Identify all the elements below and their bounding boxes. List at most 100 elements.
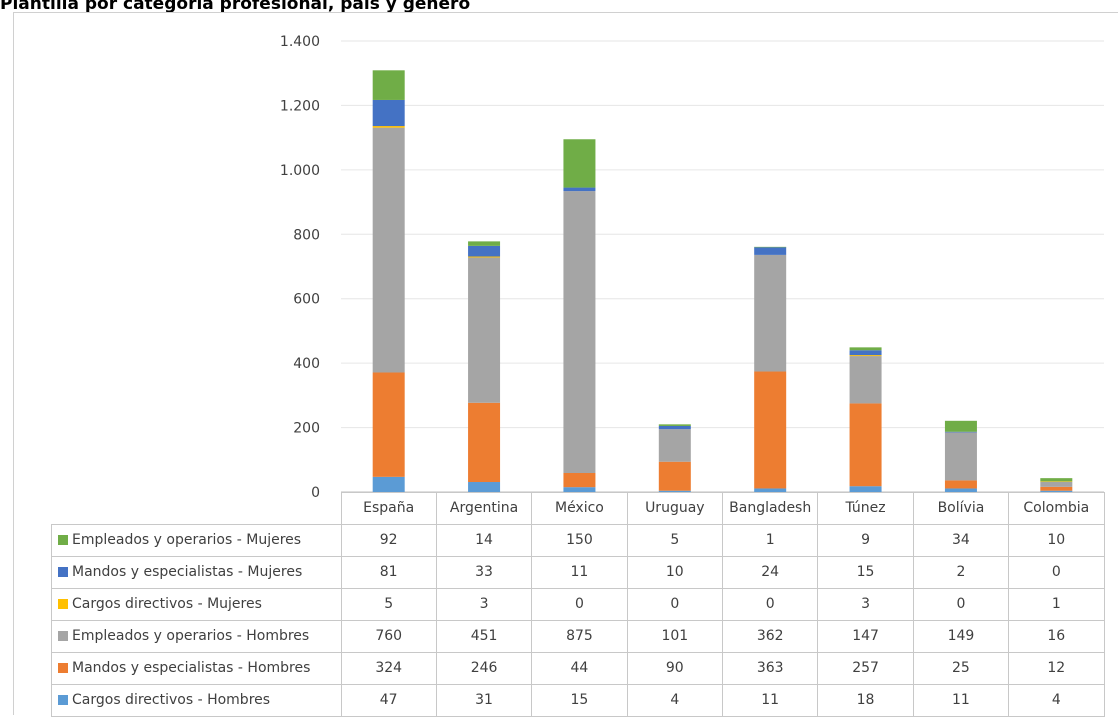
- data-label: 150: [531, 523, 628, 557]
- bar-segment: [1040, 481, 1073, 487]
- bar-segment: [944, 432, 977, 481]
- data-label: 2: [912, 555, 1010, 589]
- data-label: 9: [817, 523, 914, 557]
- data-label: 0: [912, 587, 1010, 621]
- data-label: 10: [626, 555, 724, 589]
- y-tick-label: 400: [293, 356, 320, 372]
- bar-segment: [849, 355, 882, 357]
- data-label: 11: [721, 683, 819, 717]
- bar-segment: [372, 476, 405, 492]
- legend-swatch: [58, 663, 68, 673]
- data-label: 15: [817, 555, 914, 589]
- bar-segment: [754, 371, 787, 489]
- data-label: 31: [435, 683, 533, 717]
- y-tick-label: 1.200: [280, 98, 320, 114]
- bar-segment: [754, 247, 787, 255]
- y-tick-label: 1.000: [280, 163, 320, 179]
- data-label: 25: [912, 651, 1010, 685]
- legend-swatch: [58, 567, 68, 577]
- bar-segment: [563, 472, 596, 488]
- bar-segment: [563, 139, 596, 188]
- data-label: 362: [721, 619, 819, 653]
- bar-segment: [944, 480, 977, 489]
- data-label: 81: [340, 555, 437, 589]
- bar-segment: [658, 490, 691, 492]
- legend-entry: Cargos directivos - Mujeres: [51, 587, 342, 621]
- data-label: 3: [817, 587, 914, 621]
- bar-segment: [849, 347, 882, 351]
- x-category-label: Uruguay: [626, 492, 724, 525]
- bar-segment: [849, 486, 882, 492]
- table-row: Empleados y operarios - Mujeres 92 14 150 5 1…: [51, 523, 1105, 557]
- data-label: 4: [1008, 683, 1105, 717]
- bar-segment: [849, 350, 882, 356]
- bar-segment: [372, 127, 405, 373]
- legend-entry: Empleados y operarios - Mujeres: [51, 523, 342, 557]
- table-corner: [51, 492, 342, 524]
- data-label: 90: [626, 651, 724, 685]
- data-label: 4: [626, 683, 724, 717]
- legend-entry: Mandos y especialistas - Mujeres: [51, 555, 342, 589]
- bar-segment: [1040, 490, 1073, 492]
- data-label: 1: [721, 523, 819, 557]
- data-label: 875: [531, 619, 628, 653]
- y-tick-label: 200: [293, 421, 320, 437]
- data-label: 246: [435, 651, 533, 685]
- data-label: 92: [340, 523, 437, 557]
- data-label: 363: [721, 651, 819, 685]
- bar-segment: [468, 257, 501, 403]
- data-label: 33: [435, 555, 533, 589]
- data-label: 34: [912, 523, 1010, 557]
- data-label: 24: [721, 555, 819, 589]
- data-label: 3: [435, 587, 533, 621]
- legend-entry: Mandos y especialistas - Hombres: [51, 651, 342, 685]
- bar-segment: [754, 246, 787, 248]
- bar-segment: [468, 241, 501, 246]
- bar-segment: [563, 487, 596, 492]
- bar-segment: [658, 425, 691, 430]
- bar-segment: [754, 254, 787, 372]
- data-label: 10: [1008, 523, 1105, 557]
- data-label: 101: [626, 619, 724, 653]
- bar-segment: [468, 256, 501, 258]
- data-label: 14: [435, 523, 533, 557]
- bar-segment: [944, 420, 977, 432]
- legend-swatch: [58, 535, 68, 545]
- x-category-label: Bangladesh: [721, 492, 819, 525]
- data-label: 44: [531, 651, 628, 685]
- series-name: Empleados y operarios - Hombres: [72, 628, 310, 644]
- x-category-label: España: [340, 492, 437, 525]
- table-row: Mandos y especialistas - Mujeres 81 33 11 10…: [51, 555, 1105, 589]
- data-label: 18: [817, 683, 914, 717]
- bar-segment: [658, 429, 691, 462]
- data-label: 0: [531, 587, 628, 621]
- bar-segment: [658, 424, 691, 426]
- data-label: 47: [340, 683, 437, 717]
- x-category-label: Bolívia: [912, 492, 1010, 525]
- series-name: Mandos y especialistas - Hombres: [72, 660, 311, 676]
- data-label: 257: [817, 651, 914, 685]
- bar-segment: [658, 461, 691, 491]
- bar-segment: [468, 245, 501, 257]
- series-name: Empleados y operarios - Mujeres: [72, 532, 302, 548]
- series-name: Mandos y especialistas - Mujeres: [72, 564, 303, 580]
- data-table: España Argentina México Uruguay Bangladesh Tú…: [51, 492, 1105, 717]
- y-tick-label: 600: [293, 292, 320, 308]
- table-row: Cargos directivos - Mujeres 5 3 0 0 0 3 0 1: [51, 587, 1105, 621]
- bar-segment: [468, 402, 501, 483]
- data-label: 0: [626, 587, 724, 621]
- series-name: Cargos directivos - Hombres: [72, 692, 271, 708]
- data-label: 1: [1008, 587, 1105, 621]
- bar-segment: [468, 482, 501, 492]
- y-tick-label: 800: [293, 227, 320, 243]
- table-row: Empleados y operarios - Hombres 760 451 875…: [51, 619, 1105, 653]
- data-label: 324: [340, 651, 437, 685]
- data-label: 0: [721, 587, 819, 621]
- bar-segment: [1040, 478, 1073, 482]
- bar-segment: [944, 488, 977, 492]
- chart-frame-top: [13, 12, 1118, 13]
- y-tick-label: 1.400: [280, 34, 320, 50]
- data-label: 0: [1008, 555, 1105, 589]
- bar-segment: [563, 187, 596, 192]
